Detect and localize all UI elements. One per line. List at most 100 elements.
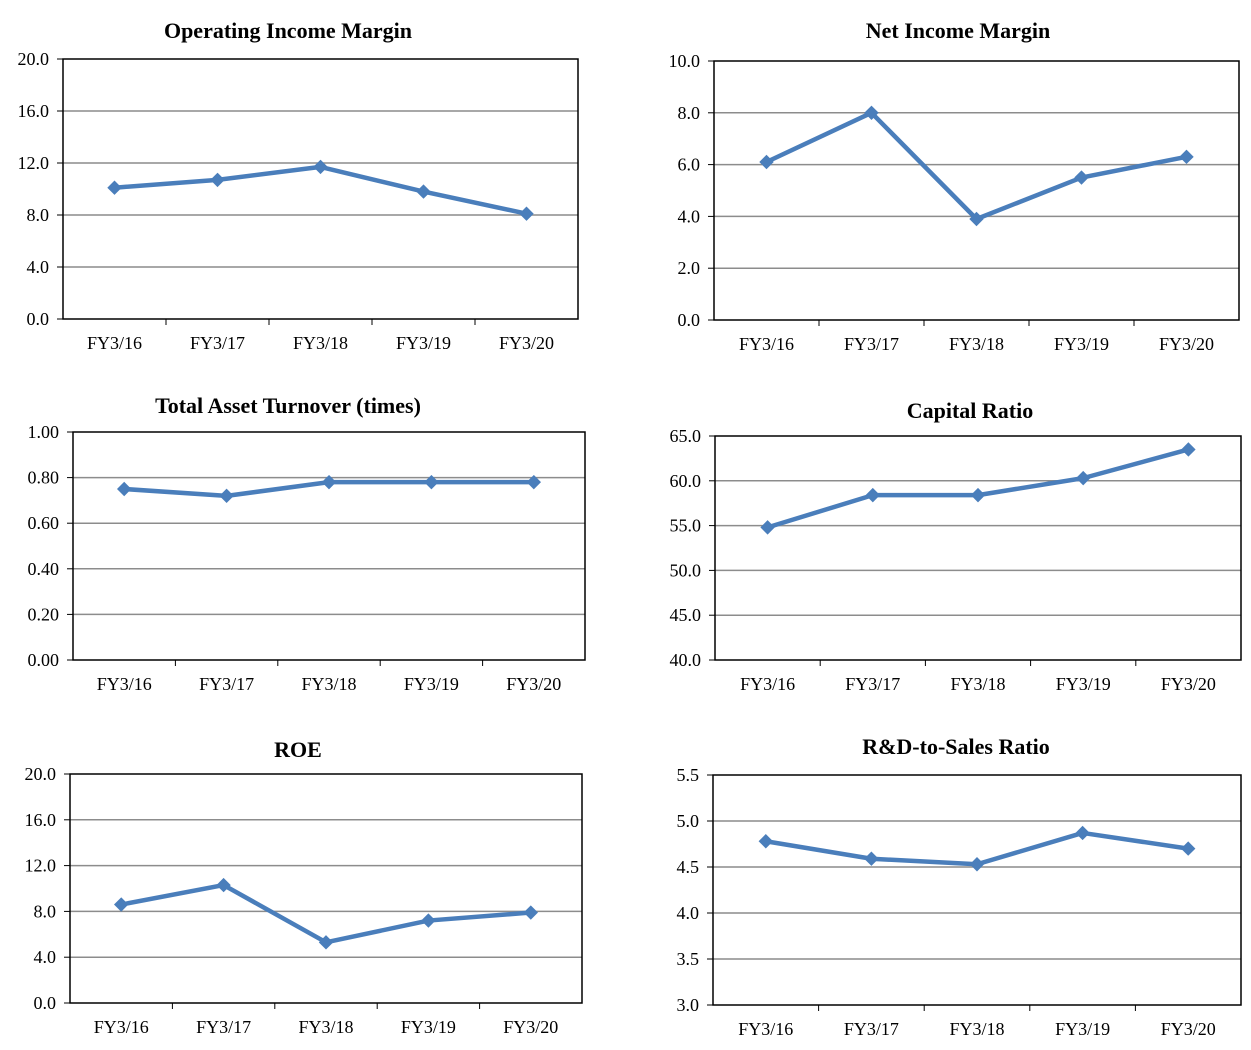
x-tick-label: FY3/16: [739, 334, 794, 354]
x-tick-label: FY3/20: [1161, 1019, 1216, 1039]
x-tick-label: FY3/16: [87, 333, 142, 353]
data-point-marker: [969, 857, 985, 872]
data-point-marker: [864, 851, 879, 866]
y-tick-label: 6.0: [678, 155, 701, 175]
data-point-marker: [1180, 841, 1196, 856]
chart-title: Total Asset Turnover (times): [155, 393, 421, 418]
y-tick-label: 0.20: [28, 604, 60, 624]
data-point-marker: [865, 487, 881, 503]
y-tick-label: 10.0: [669, 51, 701, 71]
data-point-marker: [210, 172, 225, 188]
data-point-marker: [321, 474, 337, 490]
x-tick-label: FY3/18: [298, 1017, 353, 1037]
x-tick-label: FY3/19: [1054, 334, 1109, 354]
data-point-marker: [970, 487, 986, 503]
data-point-marker: [1075, 470, 1091, 486]
data-point-marker: [313, 159, 328, 175]
x-tick-label: FY3/19: [401, 1017, 456, 1037]
plot-area: [69, 773, 583, 1004]
data-point-marker: [421, 913, 436, 928]
plot-area: [712, 774, 1242, 1006]
x-tick-label: FY3/16: [738, 1019, 793, 1039]
y-tick-label: 5.5: [677, 765, 700, 785]
chart-title: Operating Income Margin: [164, 18, 412, 43]
chart-capital-ratio: Capital Ratio 40.0 45.0 50.0 55.0 60.0 65.0 FY3…: [670, 398, 1242, 694]
x-tick-label: FY3/18: [293, 333, 348, 353]
plot-area: [62, 58, 579, 320]
data-point-marker: [1181, 442, 1196, 457]
plot-area: [713, 60, 1240, 321]
x-tick-label: FY3/18: [949, 1019, 1004, 1039]
y-tick-label: 0.40: [28, 559, 60, 579]
y-tick-label: 4.0: [34, 947, 57, 967]
data-point-marker: [318, 935, 334, 950]
data-point-marker: [758, 834, 774, 849]
series-line: [764, 110, 1189, 222]
y-tick-label: 4.0: [678, 206, 701, 226]
chart-operating-income-margin: Operating Income Margin 0.0 4.0 8.0 12.0 16.0…: [18, 18, 579, 353]
y-tick-label: 0.0: [34, 993, 57, 1013]
y-tick-label: 55.0: [670, 516, 702, 536]
y-tick-label: 4.0: [677, 903, 700, 923]
y-tick-label: 16.0: [25, 810, 57, 830]
y-tick-label: 3.0: [677, 995, 700, 1015]
data-point-marker: [113, 897, 129, 912]
x-tick-label: FY3/17: [199, 674, 254, 694]
x-tick-label: FY3/16: [740, 674, 795, 694]
x-tick-label: FY3/20: [503, 1017, 558, 1037]
x-tick-label: FY3/17: [196, 1017, 251, 1037]
y-tick-label: 16.0: [18, 101, 50, 121]
plot-area: [72, 431, 586, 661]
y-tick-label: 12.0: [18, 153, 50, 173]
data-point-marker: [1179, 149, 1194, 165]
y-tick-label: 0.0: [27, 309, 50, 329]
data-point-marker: [526, 474, 542, 490]
x-tick-label: FY3/18: [950, 674, 1005, 694]
x-tick-label: FY3/19: [396, 333, 451, 353]
y-tick-label: 40.0: [670, 650, 702, 670]
chart-roe: ROE 0.0 4.0 8.0 12.0 16.0 20.0 FY3/16 FY3/17 FY3/…: [25, 737, 583, 1037]
y-tick-label: 20.0: [25, 764, 57, 784]
y-tick-label: 0.60: [28, 513, 60, 533]
x-tick-label: FY3/17: [844, 1019, 899, 1039]
y-tick-label: 0.00: [28, 650, 60, 670]
y-tick-label: 45.0: [670, 605, 702, 625]
y-tick-label: 2.0: [678, 258, 701, 278]
y-tick-label: 3.5: [677, 949, 700, 969]
data-point-marker: [519, 206, 534, 221]
data-point-marker: [416, 184, 431, 199]
x-tick-label: FY3/18: [949, 334, 1004, 354]
y-tick-label: 4.0: [27, 257, 50, 277]
data-point-marker: [864, 105, 879, 121]
chart-randd-to-sales-ratio: R&D-to-Sales Ratio 3.0 3.5 4.0 4.5 5.0 5.5 FY3/…: [677, 734, 1242, 1039]
y-tick-label: 4.5: [677, 857, 700, 877]
data-point-marker: [759, 154, 774, 170]
data-point-marker: [1075, 825, 1090, 841]
x-tick-label: FY3/19: [1055, 1019, 1110, 1039]
data-point-marker: [116, 481, 132, 497]
chart-total-asset-turnover-times: Total Asset Turnover (times) 0.00 0.20 0.40…: [28, 393, 586, 694]
x-tick-label: FY3/16: [97, 674, 152, 694]
x-tick-label: FY3/19: [1056, 674, 1111, 694]
chart-title: Net Income Margin: [866, 18, 1051, 43]
y-tick-label: 60.0: [670, 471, 702, 491]
data-point-marker: [216, 877, 231, 893]
x-tick-label: FY3/17: [845, 674, 900, 694]
data-point-marker: [424, 474, 439, 490]
data-point-marker: [1074, 170, 1089, 185]
y-tick-label: 50.0: [670, 560, 702, 580]
chart-net-income-margin: Net Income Margin 0.0 2.0 4.0 6.0 8.0 10.0 FY3/…: [669, 18, 1240, 354]
y-tick-label: 0.0: [678, 310, 701, 330]
y-tick-label: 0.80: [28, 468, 60, 488]
data-point-marker: [219, 488, 234, 504]
y-tick-label: 65.0: [670, 426, 702, 446]
x-tick-label: FY3/20: [1161, 674, 1216, 694]
chart-title: R&D-to-Sales Ratio: [862, 734, 1050, 759]
x-tick-label: FY3/17: [190, 333, 245, 353]
data-point-marker: [760, 520, 775, 535]
series-line: [118, 882, 534, 945]
x-tick-label: FY3/16: [94, 1017, 149, 1037]
data-point-marker: [107, 180, 122, 195]
chart-title: Capital Ratio: [907, 398, 1034, 423]
